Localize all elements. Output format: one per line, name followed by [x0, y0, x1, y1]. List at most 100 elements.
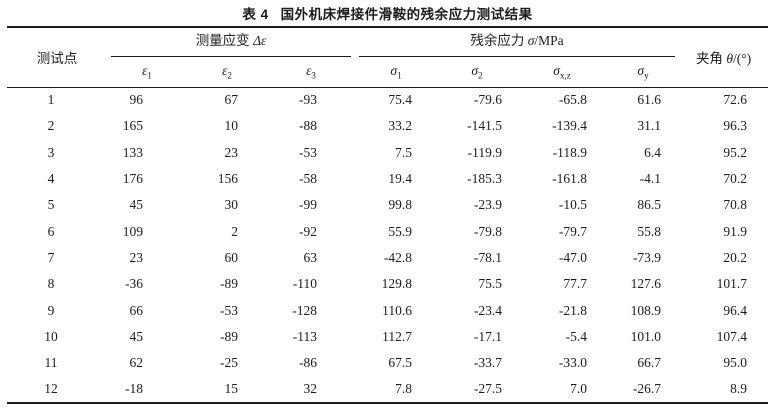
table-cell: -17.1 [473, 328, 503, 344]
table-cell: 45 [129, 197, 144, 213]
table-cell: 30 [224, 197, 239, 213]
table-cell: -65.8 [558, 92, 588, 108]
group-header-strain: 测量应变 Δε [107, 27, 355, 57]
table-cell: -78.1 [473, 249, 503, 265]
table-cell: -53 [299, 144, 318, 160]
table-cell: 31.1 [637, 118, 662, 134]
table-cell: 11 [44, 355, 58, 371]
table-cell: 66.7 [637, 355, 662, 371]
table-row: 7 23 60 63 -42.8 -78.1 -47.0 -73.9 20.2 [7, 245, 768, 271]
table-cell: -27.5 [473, 380, 503, 396]
table-row: 2 165 10 -88 33.2 -141.5 -139.4 31.1 96.3 [7, 113, 768, 139]
table-cell: 12 [44, 380, 58, 396]
table-cell: -79.7 [558, 223, 588, 239]
table-cell: -99 [299, 197, 318, 213]
table-cell: 133 [122, 144, 143, 160]
table-cell: -53 [220, 302, 238, 318]
table-row: 5 45 30 -99 99.8 -23.9 -10.5 86.5 70.8 [7, 192, 768, 218]
table-cell: 72.6 [723, 92, 748, 108]
table-cell: 96.4 [723, 302, 748, 318]
table-cell: -23.9 [473, 197, 503, 213]
table-cell: -92 [299, 223, 318, 239]
table-caption-label: 表 4 [242, 7, 269, 22]
table-row: 3 133 23 -53 7.5 -119.9 -118.9 6.4 95.2 [7, 140, 768, 166]
table-cell: 9 [47, 302, 55, 318]
table-cell: 112.7 [382, 328, 413, 344]
table-cell: 7.8 [395, 380, 413, 396]
table-cell: -110 [292, 276, 318, 292]
table-cell: 20.2 [723, 249, 748, 265]
table-caption-title: 国外机床焊接件滑鞍的残余应力测试结果 [280, 7, 533, 22]
table-cell: 156 [217, 171, 238, 187]
table-body: 1 96 67 -93 75.4 -79.6 -65.8 61.6 72.6 2 165 10 -88 3… [7, 87, 768, 403]
col-header-sigma-1: σ1 [355, 57, 438, 88]
table-cell: 66 [129, 302, 144, 318]
table-cell: -58 [299, 171, 318, 187]
table-cell: 70.8 [723, 197, 748, 213]
table-cell: -25 [220, 355, 238, 371]
table-cell: 8.9 [730, 380, 748, 396]
header-sub-row: ε1 ε2 ε3 σ1 σ2 σx,z σy [7, 57, 768, 88]
table-cell: -86 [299, 355, 318, 371]
table-cell: 7.5 [395, 144, 413, 160]
table-cell: -33.0 [558, 355, 588, 371]
table-cell: -128 [292, 302, 318, 318]
table-caption: 表 4 国外机床焊接件滑鞍的残余应力测试结果 [0, 0, 775, 26]
table-cell: 60 [224, 249, 239, 265]
table-cell: 63 [303, 249, 318, 265]
table-cell: -5.4 [565, 328, 588, 344]
table-cell: 4 [47, 171, 55, 187]
table-cell: 176 [122, 171, 143, 187]
table-cell: -23.4 [473, 302, 503, 318]
table-cell: 33.2 [388, 118, 413, 134]
table-row: 12 -18 15 32 7.8 -27.5 7.0 -26.7 8.9 [7, 376, 768, 402]
table-cell: -185.3 [467, 171, 503, 187]
table-cell: 23 [224, 144, 239, 160]
table-cell: -119.9 [467, 144, 503, 160]
table-cell: 19.4 [388, 171, 413, 187]
table-cell: 107.4 [716, 328, 748, 344]
table-cell: -161.8 [552, 171, 588, 187]
table-cell: -141.5 [467, 118, 503, 134]
table-cell: -26.7 [632, 380, 662, 396]
table-cell: 129.8 [381, 276, 413, 292]
table-cell: -89 [220, 328, 238, 344]
table-cell: 110.6 [382, 302, 413, 318]
header-group-row: 测试点 测量应变 Δε 残余应力 σ/MPa 夹角 θ/(°) [7, 27, 769, 88]
table-cell: -42.8 [383, 249, 413, 265]
table-cell: 1 [47, 92, 55, 108]
table-cell: -21.8 [558, 302, 588, 318]
group-header-stress: 残余应力 σ/MPa [355, 27, 679, 57]
delta-epsilon-symbol: Δε [253, 33, 267, 48]
table-cell: -73.9 [632, 249, 662, 265]
table-cell: 96 [129, 92, 144, 108]
table-cell: 10 [44, 328, 58, 344]
col-header-sigma-y: σy [607, 57, 680, 88]
table-cell: -33.7 [473, 355, 503, 371]
table-row: 1 96 67 -93 75.4 -79.6 -65.8 61.6 72.6 [7, 87, 768, 113]
table-cell: 96.3 [723, 118, 748, 134]
table-cell: 2 [231, 223, 238, 239]
table-cell: -36 [125, 276, 143, 292]
col-header-epsilon-2: ε2 [187, 57, 267, 88]
table-cell: 67 [224, 92, 239, 108]
table-cell: 70.2 [723, 171, 748, 187]
table-row: 4 176 156 -58 19.4 -185.3 -161.8 -4.1 70.2 [7, 166, 768, 192]
table-cell: 15 [224, 380, 239, 396]
theta-symbol: θ [726, 51, 733, 67]
table-cell: -113 [292, 328, 318, 344]
table-cell: 55.8 [637, 223, 662, 239]
table-cell: 6.4 [644, 144, 662, 160]
col-header-test-point: 测试点 [7, 27, 107, 88]
table-cell: 91.9 [723, 223, 748, 239]
table-cell: -18 [125, 380, 143, 396]
table-row: 10 45 -89 -113 112.7 -17.1 -5.4 101.0 107.4 [7, 324, 768, 350]
table-cell: 75.4 [388, 92, 413, 108]
table-cell: -79.6 [473, 92, 503, 108]
table-header: 测试点 测量应变 Δε 残余应力 σ/MPa 夹角 θ/(°) [7, 27, 769, 88]
table-cell: 99.8 [388, 197, 413, 213]
table-cell: -89 [220, 276, 238, 292]
table-cell: 55.9 [388, 223, 413, 239]
table-cell: 108.9 [630, 302, 662, 318]
